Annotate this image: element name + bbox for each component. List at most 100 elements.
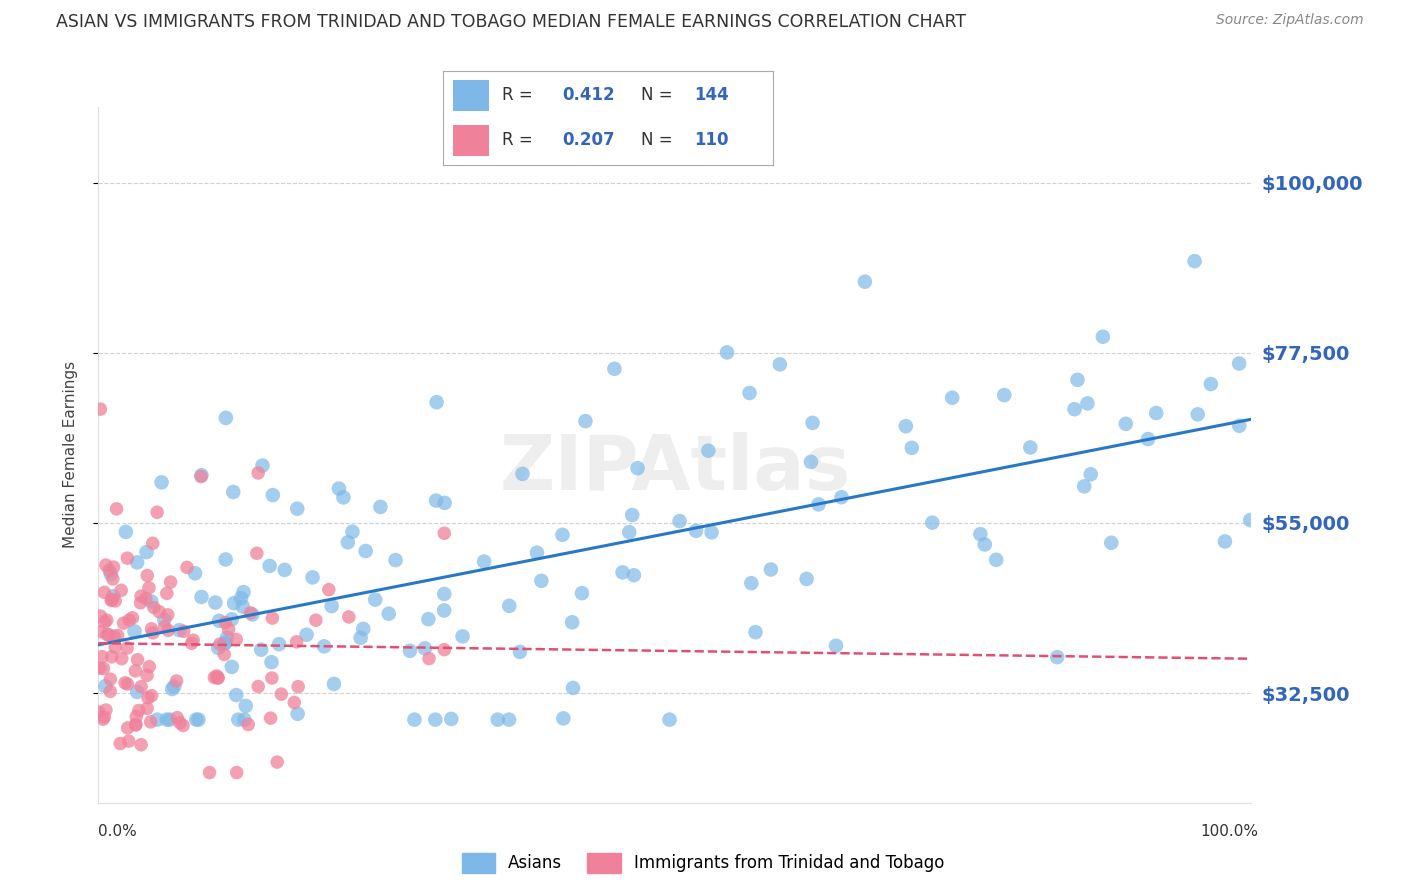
- Point: [221, 660, 243, 674]
- Point: [267, 637, 290, 651]
- Point: [141, 622, 163, 636]
- Point: [551, 528, 574, 542]
- Point: [204, 595, 226, 609]
- Point: [526, 546, 548, 560]
- Point: [101, 589, 124, 603]
- Point: [94, 558, 117, 572]
- Text: ASIAN VS IMMIGRANTS FROM TRINIDAD AND TOBAGO MEDIAN FEMALE EARNINGS CORRELATION : ASIAN VS IMMIGRANTS FROM TRINIDAD AND TO…: [56, 13, 966, 31]
- Point: [115, 524, 138, 539]
- Point: [104, 594, 127, 608]
- Point: [215, 631, 238, 645]
- Point: [328, 482, 350, 496]
- Point: [89, 661, 111, 675]
- Point: [173, 624, 195, 639]
- Point: [426, 395, 449, 409]
- Point: [136, 690, 159, 705]
- Point: [142, 536, 165, 550]
- Text: ZIPAtlas: ZIPAtlas: [499, 432, 851, 506]
- Point: [232, 585, 254, 599]
- Text: 110: 110: [695, 131, 728, 149]
- Point: [176, 560, 198, 574]
- Point: [142, 626, 165, 640]
- Point: [941, 391, 963, 405]
- Point: [364, 592, 387, 607]
- Point: [246, 546, 269, 560]
- Point: [89, 609, 111, 624]
- Point: [1076, 396, 1098, 410]
- Point: [716, 345, 738, 359]
- Point: [121, 611, 143, 625]
- Point: [1136, 432, 1159, 446]
- Point: [89, 402, 111, 417]
- Point: [498, 713, 520, 727]
- Point: [207, 640, 229, 655]
- Point: [118, 734, 141, 748]
- Point: [247, 680, 270, 694]
- Point: [225, 688, 247, 702]
- Point: [1046, 650, 1069, 665]
- Point: [181, 633, 204, 648]
- Point: [125, 555, 148, 569]
- Point: [128, 704, 150, 718]
- Point: [101, 572, 124, 586]
- Point: [218, 623, 240, 637]
- Point: [103, 560, 125, 574]
- Point: [266, 755, 288, 769]
- Point: [1227, 357, 1250, 371]
- Point: [169, 715, 191, 730]
- Point: [384, 553, 406, 567]
- Point: [98, 672, 121, 686]
- Point: [153, 620, 176, 634]
- Point: [222, 596, 245, 610]
- Point: [129, 680, 152, 694]
- Point: [1227, 418, 1250, 433]
- Point: [1213, 534, 1236, 549]
- Point: [425, 713, 447, 727]
- Point: [744, 625, 766, 640]
- Point: [287, 680, 309, 694]
- Point: [1199, 377, 1222, 392]
- Point: [418, 612, 440, 626]
- Point: [370, 500, 392, 514]
- Point: [169, 623, 191, 637]
- Point: [562, 681, 585, 695]
- Point: [91, 649, 114, 664]
- Point: [404, 713, 426, 727]
- Point: [91, 712, 114, 726]
- Point: [115, 640, 138, 655]
- Point: [186, 713, 208, 727]
- Point: [262, 611, 284, 625]
- Point: [433, 587, 456, 601]
- Point: [190, 469, 212, 483]
- Point: [1187, 407, 1209, 421]
- Point: [349, 631, 371, 645]
- Point: [342, 524, 364, 539]
- Point: [697, 443, 720, 458]
- Text: 144: 144: [695, 87, 728, 104]
- Point: [283, 696, 305, 710]
- Point: [260, 655, 283, 669]
- Point: [127, 653, 149, 667]
- Point: [233, 713, 256, 727]
- Point: [114, 676, 136, 690]
- Point: [969, 527, 991, 541]
- Point: [603, 361, 626, 376]
- Point: [336, 535, 359, 549]
- Point: [270, 687, 292, 701]
- Text: Source: ZipAtlas.com: Source: ZipAtlas.com: [1216, 13, 1364, 28]
- Point: [440, 712, 463, 726]
- Point: [159, 713, 181, 727]
- Point: [796, 572, 818, 586]
- Point: [1066, 373, 1088, 387]
- Point: [96, 628, 118, 642]
- Point: [700, 525, 723, 540]
- Point: [156, 607, 179, 622]
- FancyBboxPatch shape: [453, 79, 489, 111]
- Legend: Asians, Immigrants from Trinidad and Tobago: Asians, Immigrants from Trinidad and Tob…: [456, 847, 950, 880]
- Point: [156, 713, 179, 727]
- Point: [769, 358, 792, 372]
- Point: [740, 576, 762, 591]
- Point: [125, 717, 148, 731]
- Text: 0.0%: 0.0%: [98, 824, 138, 838]
- Point: [239, 606, 262, 620]
